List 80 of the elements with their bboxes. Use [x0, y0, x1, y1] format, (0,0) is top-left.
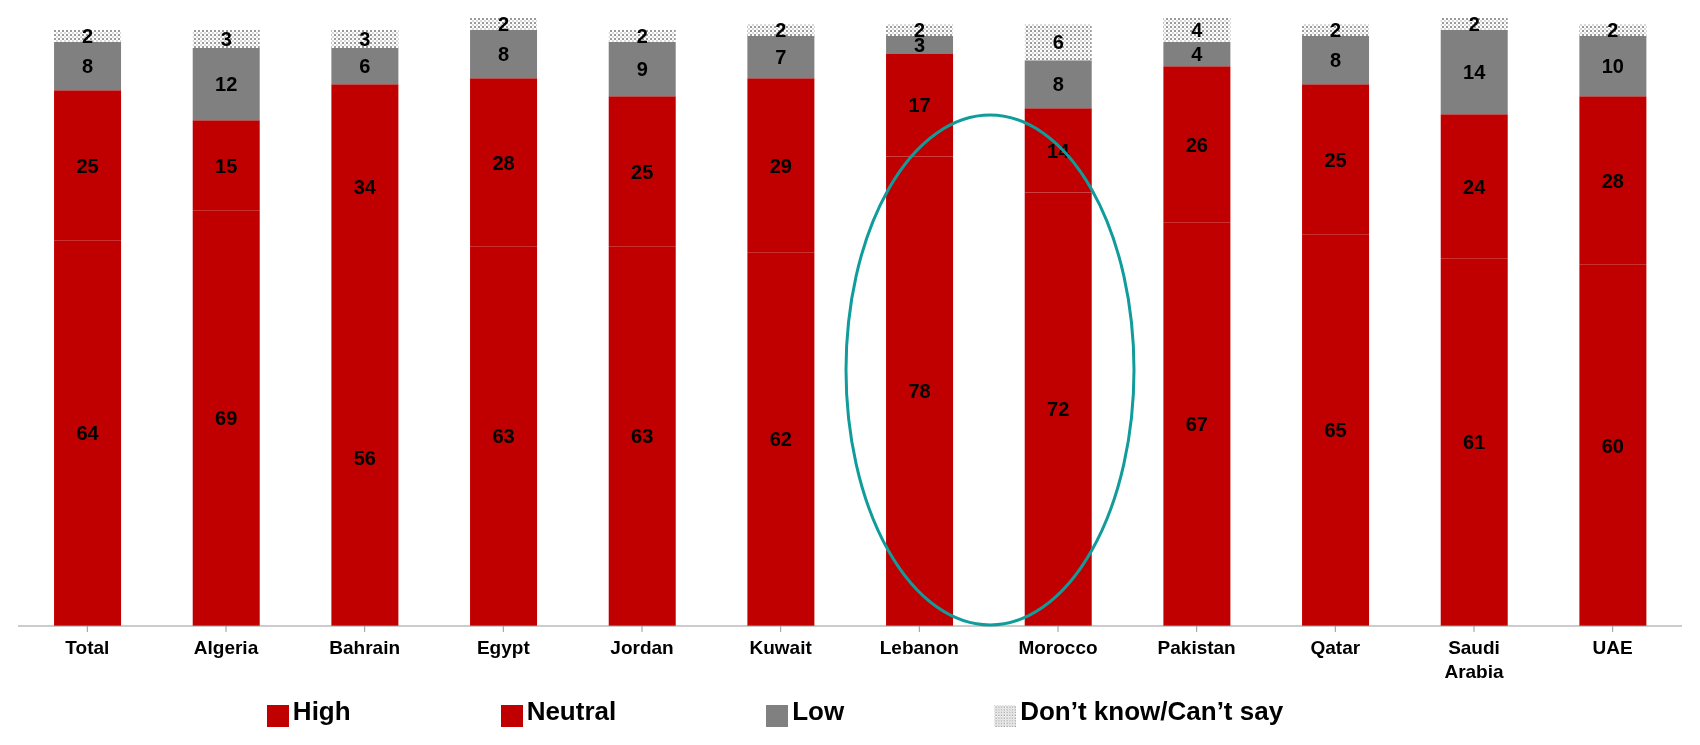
x-tick-label: Kuwait	[749, 637, 813, 658]
data-label: 8	[1329, 49, 1342, 72]
x-tick-label: Lebanon	[879, 637, 959, 658]
data-label: 63	[492, 425, 515, 448]
x-tick-label: Egypt	[476, 637, 531, 658]
x-tick-label: Total	[65, 637, 110, 658]
x-tick-label: Jordan	[610, 637, 674, 658]
data-label: 65	[1324, 419, 1347, 442]
legend-label: Low	[792, 696, 845, 726]
data-label: 2	[1329, 19, 1342, 42]
bar	[1302, 24, 1370, 37]
data-label: 6	[359, 55, 371, 78]
data-label: 17	[908, 94, 931, 117]
x-tick-label: Algeria	[193, 637, 259, 658]
data-label: 15	[215, 154, 238, 177]
data-label: 34	[353, 175, 377, 198]
data-label: 29	[769, 154, 793, 177]
data-label: 14	[1463, 61, 1487, 84]
bar	[470, 18, 538, 31]
data-label: 25	[1324, 148, 1347, 171]
legend-label: Neutral	[526, 696, 617, 726]
data-label: 69	[215, 407, 238, 430]
x-tick-label: Saudi Arabia	[1444, 637, 1504, 682]
data-label: 8	[1052, 73, 1064, 96]
data-label: 8	[497, 43, 510, 66]
data-label: 2	[1468, 13, 1480, 36]
data-label: 72	[1047, 398, 1070, 421]
bar	[1579, 36, 1647, 97]
bar	[747, 36, 815, 79]
data-label: 2	[636, 25, 648, 48]
bar	[331, 30, 399, 49]
data-label: 2	[497, 13, 510, 36]
data-label: 9	[636, 58, 648, 81]
bar	[1024, 60, 1092, 109]
data-label: 63	[631, 425, 654, 448]
bar	[608, 42, 676, 97]
data-label: 10	[1601, 55, 1625, 78]
x-tick-label: Bahrain	[329, 637, 401, 658]
data-label: 60	[1601, 434, 1625, 457]
data-label: 28	[1601, 169, 1625, 192]
bar	[1440, 30, 1508, 115]
bar	[886, 24, 954, 37]
data-label: 64	[76, 422, 100, 445]
bar	[470, 30, 538, 79]
data-label: 25	[76, 154, 99, 177]
bar	[54, 30, 122, 43]
data-label: 78	[908, 380, 931, 403]
x-tick-label: Morocco	[1018, 637, 1098, 658]
bar	[192, 30, 260, 49]
bar	[1163, 18, 1231, 43]
bar	[192, 48, 260, 121]
data-label: 12	[215, 73, 238, 96]
data-label: 3	[220, 28, 232, 51]
data-label: 6	[1052, 31, 1064, 54]
legend-label: Don’t know/Can’t say	[1020, 696, 1284, 726]
bar	[1302, 36, 1370, 85]
bar	[331, 48, 399, 85]
data-label: 2	[1607, 19, 1619, 42]
data-label: 28	[492, 151, 515, 174]
bar	[54, 42, 122, 91]
data-label: 4	[1191, 19, 1204, 42]
data-label: 4	[1191, 43, 1204, 66]
legend-label: High	[292, 696, 351, 726]
x-tick-label: Qatar	[1310, 637, 1361, 658]
data-label: 3	[359, 28, 371, 51]
data-label: 62	[769, 428, 793, 451]
bar	[1163, 42, 1231, 67]
data-label: 56	[353, 446, 377, 469]
data-label: 7	[775, 46, 787, 69]
data-label: 8	[81, 55, 94, 78]
data-label: 2	[81, 25, 94, 48]
data-label: 67	[1185, 413, 1209, 436]
data-label: 26	[1185, 133, 1209, 156]
data-label: 2	[775, 19, 787, 42]
data-label: 61	[1463, 431, 1486, 454]
x-tick-label: UAE	[1592, 637, 1633, 658]
data-label: 24	[1463, 175, 1487, 198]
bar	[1024, 24, 1092, 61]
data-label: 25	[631, 160, 654, 183]
x-tick-label: Pakistan	[1157, 637, 1236, 658]
